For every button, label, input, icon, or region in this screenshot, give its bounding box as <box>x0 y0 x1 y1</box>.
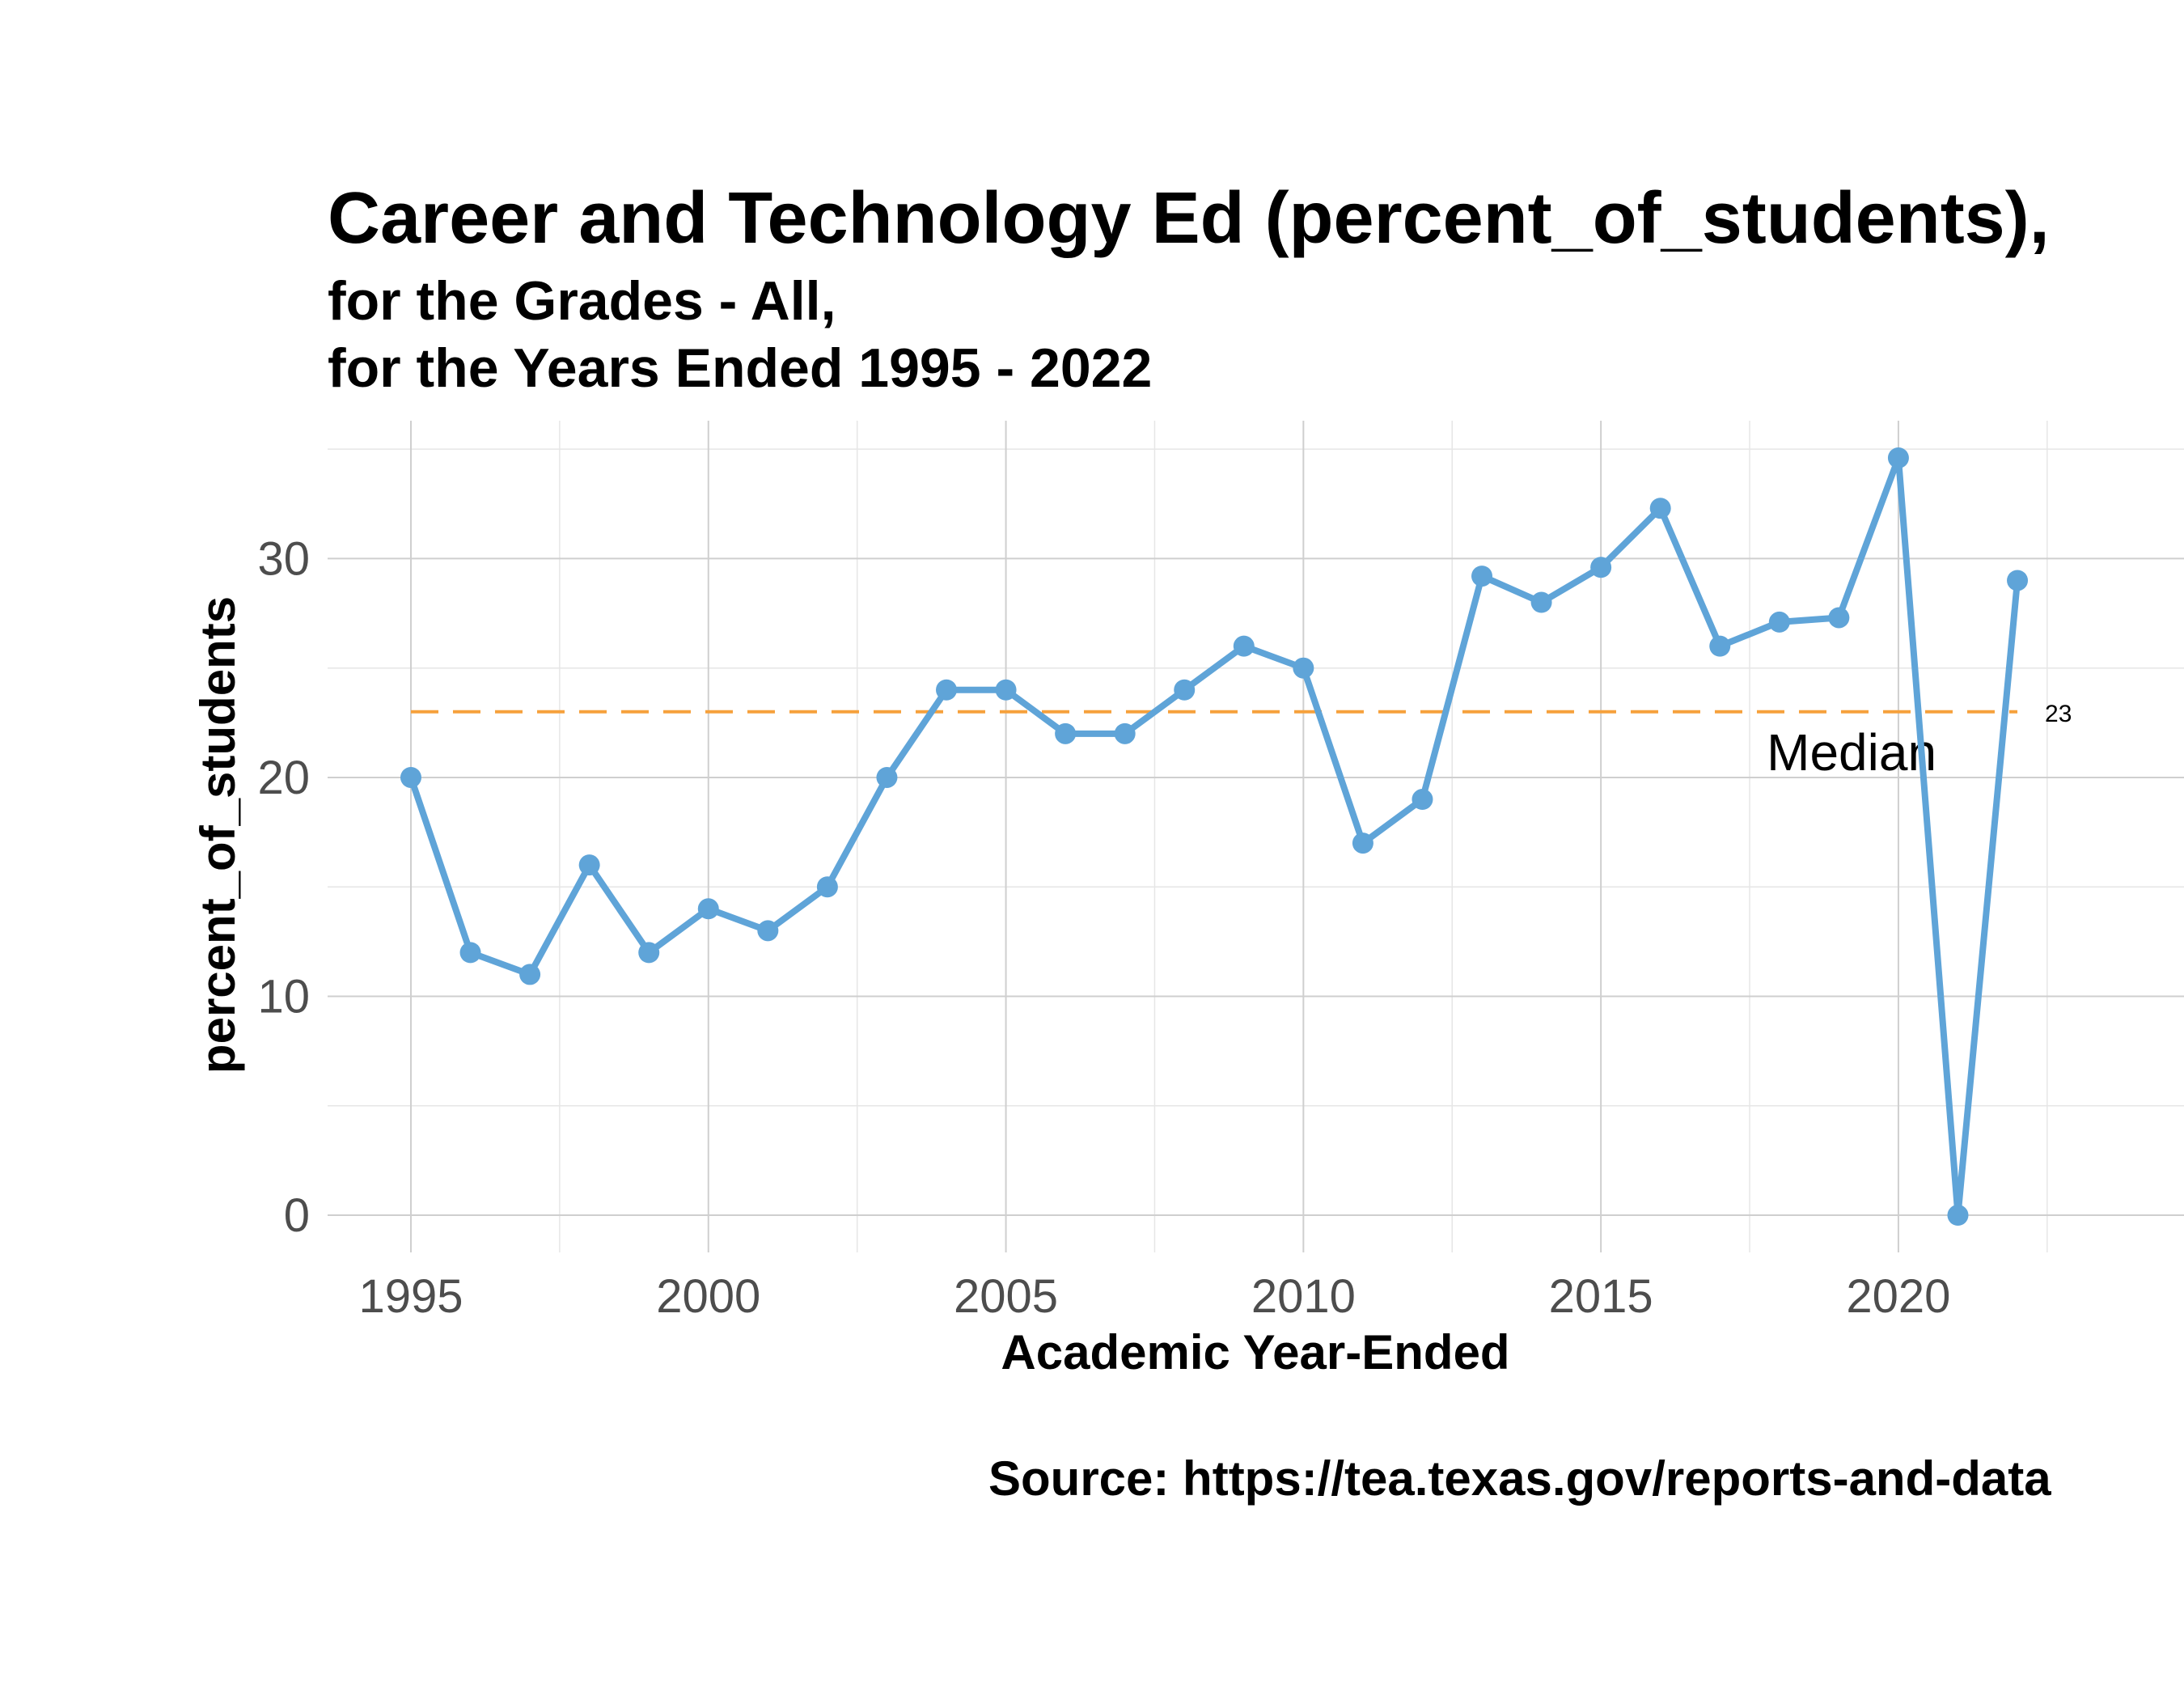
series-percent-of-students <box>400 447 2029 1227</box>
x-axis-title: Academic Year-Ended <box>1001 1325 1509 1379</box>
y-tick-label: 30 <box>257 532 310 585</box>
x-tick-label: 2000 <box>656 1270 760 1323</box>
data-point <box>1649 498 1671 519</box>
data-point <box>936 679 957 701</box>
data-point <box>1352 833 1373 854</box>
data-point <box>816 876 838 898</box>
data-point <box>1471 566 1493 587</box>
data-point <box>400 766 421 788</box>
y-tick-label: 0 <box>284 1189 310 1242</box>
data-point <box>1828 607 1850 629</box>
data-point <box>697 898 719 920</box>
y-tick-label: 20 <box>257 752 310 804</box>
data-point <box>1768 611 1790 633</box>
data-point <box>2007 570 2029 591</box>
data-point <box>1947 1205 1969 1227</box>
data-point <box>1887 447 1909 468</box>
data-point <box>519 964 541 985</box>
data-point <box>1709 635 1731 657</box>
data-point <box>1174 679 1196 701</box>
series-line <box>407 454 2021 1219</box>
data-point <box>1293 657 1314 679</box>
data-point <box>1412 789 1433 811</box>
data-point <box>638 942 660 964</box>
x-tick-label: 2005 <box>954 1270 1058 1323</box>
data-point <box>1590 557 1612 578</box>
y-axis-title: percent_of_students <box>191 596 245 1074</box>
data-point <box>995 679 1017 701</box>
data-point <box>757 920 779 942</box>
x-tick-label: 2010 <box>1251 1270 1356 1323</box>
data-point <box>578 854 600 876</box>
y-tick-label: 10 <box>257 970 310 1023</box>
median-label: Median <box>1767 723 1936 782</box>
chart-subtitle-line-2: for the Years Ended 1995 - 2022 <box>328 337 1152 399</box>
data-point <box>1055 722 1077 744</box>
data-point <box>1114 722 1136 744</box>
x-axis-ticks: 1995 2000 2005 2010 2015 2020 <box>358 1270 1950 1323</box>
chart-subtitle-line-1: for the Grades - All, <box>328 270 836 332</box>
y-axis-ticks: 0 10 20 30 <box>257 532 310 1242</box>
source-caption: Source: https://tea.texas.gov/reports-an… <box>988 1451 2051 1506</box>
data-point <box>1233 635 1255 657</box>
data-point <box>1530 591 1552 613</box>
x-tick-label: 2015 <box>1549 1270 1653 1323</box>
median-value-label: 23 <box>2045 701 2072 727</box>
data-point <box>459 942 481 964</box>
chart-title: Career and Technology Ed (percent_of_stu… <box>328 178 2050 259</box>
data-point <box>876 766 898 788</box>
x-tick-label: 1995 <box>358 1270 463 1323</box>
x-tick-label: 2020 <box>1846 1270 1950 1323</box>
gridlines <box>328 421 2184 1252</box>
